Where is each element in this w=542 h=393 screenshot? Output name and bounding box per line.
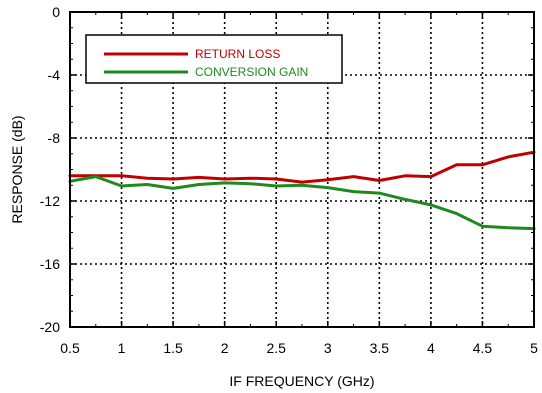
x-tick-labels: 0.5 1 1.5 2 2.5 3 3.5 4 4.5 5 bbox=[60, 340, 538, 356]
legend-label-return-loss: RETURN LOSS bbox=[195, 47, 280, 61]
y-tick-label: -12 bbox=[40, 193, 60, 209]
x-tick-label: 2 bbox=[221, 340, 229, 356]
x-tick-label: 3.5 bbox=[370, 340, 390, 356]
y-tick-label: 0 bbox=[52, 4, 60, 20]
x-tick-label: 0.5 bbox=[60, 340, 80, 356]
x-axis-title: IF FREQUENCY (GHz) bbox=[229, 373, 374, 389]
y-tick-label: -4 bbox=[48, 67, 61, 83]
y-axis-title: RESPONSE (dB) bbox=[9, 115, 25, 223]
legend-box bbox=[85, 34, 343, 84]
x-tick-label: 4.5 bbox=[473, 340, 493, 356]
x-tick-label: 3 bbox=[324, 340, 332, 356]
y-tick-label: -8 bbox=[48, 130, 61, 146]
legend-label-conversion-gain: CONVERSION GAIN bbox=[195, 65, 308, 79]
axis-ticks bbox=[69, 11, 535, 328]
series-line-conversion-gain bbox=[68, 175, 536, 231]
x-tick-label: 5 bbox=[530, 340, 538, 356]
y-tick-label: -16 bbox=[40, 256, 60, 272]
series-line-return-loss bbox=[68, 150, 536, 184]
x-tick-label: 4 bbox=[427, 340, 435, 356]
series-lines bbox=[68, 150, 536, 231]
x-tick-label: 1.5 bbox=[163, 340, 183, 356]
x-tick-label: 1 bbox=[118, 340, 126, 356]
y-tick-label: -20 bbox=[40, 319, 60, 335]
legend: RETURN LOSS CONVERSION GAIN bbox=[85, 34, 343, 84]
y-tick-labels: 0 -4 -8 -12 -16 -20 bbox=[40, 4, 60, 335]
x-tick-label: 2.5 bbox=[266, 340, 286, 356]
